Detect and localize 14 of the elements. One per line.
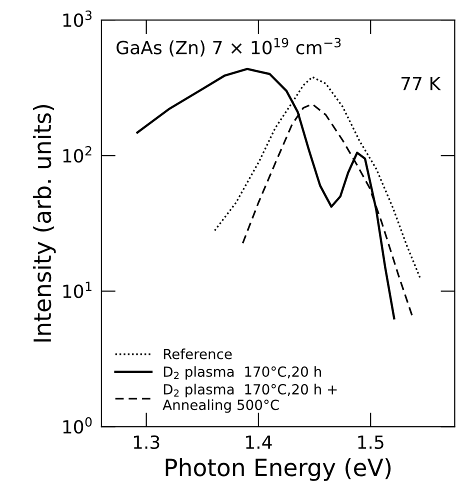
y-tick-label: 10$^{1}$	[63, 282, 92, 298]
x-axis-title: Photon Energy (eV)	[166, 458, 391, 481]
y-axis-title: Intensity (arb. units)	[32, 104, 56, 342]
y-tick-label: 10$^{3}$	[63, 10, 92, 28]
y-tick-label: 10$^{0}$	[63, 417, 92, 434]
x-tick-label: 1.5	[358, 436, 384, 450]
annotation: 77 K	[402, 76, 441, 90]
x-tick-label: 1.4	[246, 436, 272, 449]
legend-label: D$_{2}$ plasma 170°C,20 h + Annealing 500°C	[162, 384, 337, 413]
legend-label: D$_{2}$ plasma 170°C,20 h	[164, 366, 321, 380]
annotation: GaAs (Zn) 7 × 10$^{19}$ cm$^{−3}$	[116, 38, 341, 57]
legend-label: Reference	[164, 348, 232, 360]
x-tick-label: 1.3	[134, 435, 160, 450]
y-tick-label: 10$^{2}$	[63, 146, 92, 163]
